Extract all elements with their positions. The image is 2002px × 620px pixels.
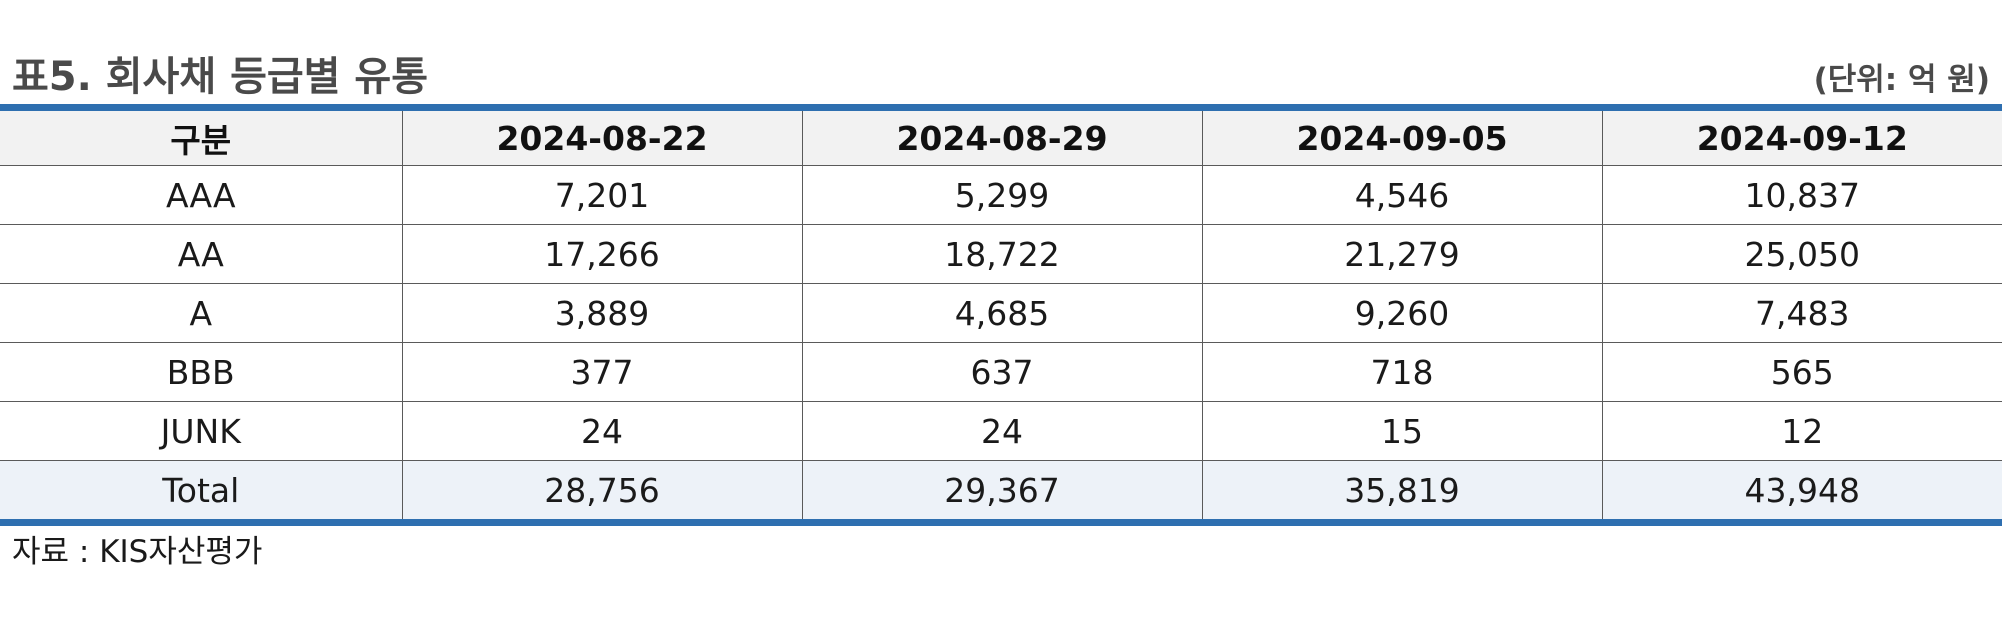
header-date: 2024-09-05 — [1202, 111, 1603, 166]
table-cell: 15 — [1202, 401, 1603, 461]
row-label: A — [0, 283, 403, 343]
header-date: 2024-09-12 — [1602, 111, 2002, 166]
table-cell: 29,367 — [802, 460, 1203, 519]
table-header-row: 구분 2024-08-22 2024-08-29 2024-09-05 2024… — [0, 111, 2002, 166]
header-date: 2024-08-29 — [802, 111, 1203, 166]
table-cell: 24 — [802, 401, 1203, 461]
unit-label: (단위: 억 원) — [1813, 62, 1990, 98]
row-label: JUNK — [0, 401, 403, 461]
table-cell: 17,266 — [402, 224, 803, 284]
data-table-container: 구분 2024-08-22 2024-08-29 2024-09-05 2024… — [0, 104, 2002, 526]
table-cell: 10,837 — [1602, 165, 2002, 225]
row-label: AA — [0, 224, 403, 284]
table-cell: 35,819 — [1202, 460, 1603, 519]
table-cell: 718 — [1202, 342, 1603, 402]
table-cell: 377 — [402, 342, 803, 402]
table-cell: 4,685 — [802, 283, 1203, 343]
table-row: AA 17,266 18,722 21,279 25,050 — [0, 224, 2002, 284]
table-cell: 25,050 — [1602, 224, 2002, 284]
table-cell: 24 — [402, 401, 803, 461]
table-cell: 5,299 — [802, 165, 1203, 225]
table-cell: 3,889 — [402, 283, 803, 343]
table-cell: 7,483 — [1602, 283, 2002, 343]
table-cell: 28,756 — [402, 460, 803, 519]
table-cell: 21,279 — [1202, 224, 1603, 284]
total-row: Total 28,756 29,367 35,819 43,948 — [0, 460, 2002, 519]
table-cell: 7,201 — [402, 165, 803, 225]
table-cell: 12 — [1602, 401, 2002, 461]
table-cell: 4,546 — [1202, 165, 1603, 225]
table-cell: 565 — [1602, 342, 2002, 402]
table-row: AAA 7,201 5,299 4,546 10,837 — [0, 165, 2002, 225]
row-label: AAA — [0, 165, 403, 225]
rating-distribution-table: 구분 2024-08-22 2024-08-29 2024-09-05 2024… — [0, 111, 2002, 519]
table-row: A 3,889 4,685 9,260 7,483 — [0, 283, 2002, 343]
header-category: 구분 — [0, 111, 403, 166]
header-date: 2024-08-22 — [402, 111, 803, 166]
table-cell: 9,260 — [1202, 283, 1603, 343]
table-row: JUNK 24 24 15 12 — [0, 401, 2002, 461]
table-title: 표5. 회사채 등급별 유통 — [12, 54, 429, 100]
source-note: 자료 : KIS자산평가 — [12, 534, 263, 570]
row-label: BBB — [0, 342, 403, 402]
table-cell: 18,722 — [802, 224, 1203, 284]
table-cell: 43,948 — [1602, 460, 2002, 519]
row-label: Total — [0, 460, 403, 519]
table-cell: 637 — [802, 342, 1203, 402]
table-row: BBB 377 637 718 565 — [0, 342, 2002, 402]
